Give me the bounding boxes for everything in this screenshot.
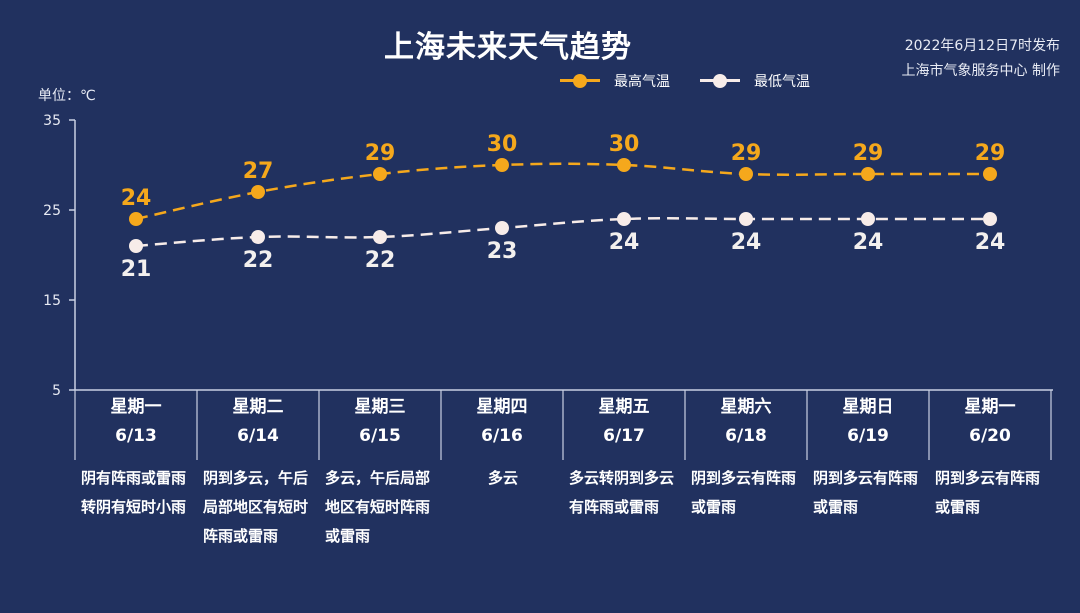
date-label: 6/20 [969, 426, 1011, 446]
legend-swatch-low [700, 73, 740, 89]
y-tick-label: 15 [43, 293, 61, 309]
weekday-label: 星期二 [232, 397, 284, 417]
value-label-high: 24 [121, 186, 152, 211]
point-high [617, 158, 631, 172]
value-label-high: 27 [243, 159, 274, 184]
value-label-low: 24 [975, 230, 1006, 255]
day-cell: 星期一 6/13 [75, 393, 197, 461]
day-cell: 星期四 6/16 [441, 393, 563, 461]
y-tick-label: 25 [43, 203, 61, 219]
y-tick-label: 5 [52, 383, 61, 399]
legend-label-low: 最低气温 [754, 74, 810, 90]
weekday-label: 星期三 [354, 397, 406, 417]
day-cell: 星期日 6/19 [807, 393, 929, 461]
point-high [495, 158, 509, 172]
publish-org: 上海市气象服务中心 制作 [901, 63, 1060, 79]
point-low [251, 230, 265, 244]
point-high [129, 212, 143, 226]
unit-label: 单位：℃ [38, 88, 96, 104]
point-low [495, 221, 509, 235]
day-cell: 星期五 6/17 [563, 393, 685, 461]
value-label-low: 24 [731, 230, 762, 255]
series-line-low [135, 217, 990, 248]
value-label-low: 23 [487, 239, 518, 264]
weather-description: 阴到多云，午后局部地区有短时阵雨或雷雨 [203, 469, 309, 545]
chart-legend: 最高气温 最低气温 [560, 71, 840, 91]
point-high [861, 167, 875, 181]
value-label-high: 30 [609, 132, 640, 157]
value-label-low: 21 [121, 257, 152, 282]
legend-item-low: 最低气温 [700, 71, 810, 91]
value-label-high: 29 [731, 141, 762, 166]
weekday-label: 星期日 [842, 397, 894, 417]
date-label: 6/17 [603, 426, 645, 446]
point-high [251, 185, 265, 199]
date-label: 6/13 [115, 426, 157, 446]
point-low [129, 239, 143, 253]
publish-date: 2022年6月12日7时发布 [904, 38, 1060, 54]
weather-description: 阴有阵雨或雷雨转阴有短时小雨 [81, 469, 187, 516]
legend-item-high: 最高气温 [560, 71, 670, 91]
weather-description: 阴到多云有阵雨或雷雨 [935, 469, 1041, 516]
page-title: 上海未来天气趋势 [384, 30, 632, 65]
legend-label-high: 最高气温 [614, 74, 670, 90]
date-label: 6/14 [237, 426, 279, 446]
value-label-high: 30 [487, 132, 518, 157]
weather-description: 多云 [487, 469, 518, 487]
date-label: 6/18 [725, 426, 767, 446]
day-cell: 星期一 6/20 [929, 393, 1051, 461]
point-low [739, 212, 753, 226]
day-cell: 星期六 6/18 [685, 393, 807, 461]
point-low [861, 212, 875, 226]
weekday-label: 星期一 [110, 397, 162, 417]
day-cell: 星期三 6/15 [319, 393, 441, 461]
value-label-high: 29 [853, 141, 884, 166]
legend-swatch-high [560, 73, 600, 89]
value-label-low: 24 [609, 230, 640, 255]
value-label-low: 22 [365, 248, 396, 273]
weather-description: 多云，午后局部地区有短时阵雨或雷雨 [325, 469, 431, 545]
weather-description: 阴到多云有阵雨或雷雨 [813, 469, 919, 516]
weather-description: 多云转阴到多云有阵雨或雷雨 [569, 469, 675, 516]
weekday-label: 星期一 [964, 397, 1016, 417]
date-label: 6/16 [481, 426, 523, 446]
value-label-low: 22 [243, 248, 274, 273]
point-high [373, 167, 387, 181]
publish-info: 2022年6月12日7时发布 上海市气象服务中心 制作 [902, 34, 1060, 84]
weekday-label: 星期四 [476, 397, 528, 417]
weekday-label: 星期五 [598, 397, 650, 417]
point-low [373, 230, 387, 244]
point-low [617, 212, 631, 226]
value-label-high: 29 [365, 141, 396, 166]
point-low [983, 212, 997, 226]
date-label: 6/15 [359, 426, 401, 446]
weekday-label: 星期六 [720, 397, 772, 417]
point-high [739, 167, 753, 181]
point-high [983, 167, 997, 181]
y-tick-label: 35 [43, 113, 61, 129]
day-cell: 星期二 6/14 [197, 393, 319, 461]
series-line-high [135, 162, 990, 221]
value-label-high: 29 [975, 141, 1006, 166]
date-label: 6/19 [847, 426, 889, 446]
weather-description: 阴到多云有阵雨或雷雨 [691, 469, 797, 516]
value-label-low: 24 [853, 230, 884, 255]
